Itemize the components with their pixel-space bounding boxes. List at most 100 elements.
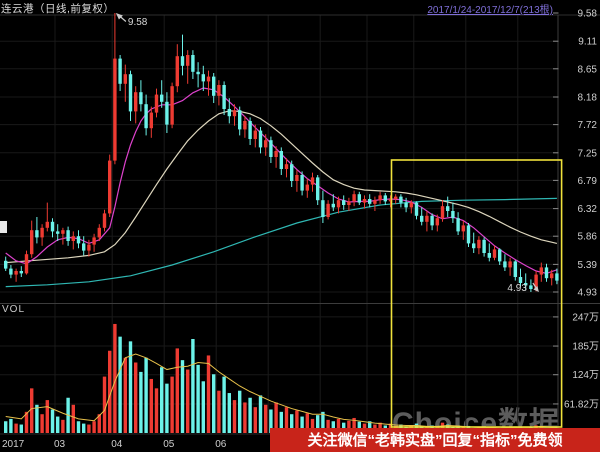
x-axis-label: 03 [54, 439, 66, 450]
candle-body [300, 175, 304, 191]
candle-body [492, 249, 497, 258]
chart-title: 连云港（日线,前复权） [1, 3, 115, 15]
volume-bar [284, 407, 289, 433]
candle-body [180, 56, 185, 66]
candle-body [160, 94, 164, 102]
volume-bar [357, 421, 361, 433]
price-axis-label: 6.79 [578, 176, 598, 187]
volume-bar [4, 421, 8, 433]
candle-body [196, 71, 200, 75]
volume-bar [160, 367, 164, 433]
volume-bar [108, 350, 112, 433]
price-axis-label: 5.86 [578, 232, 598, 243]
candle-body [555, 273, 559, 281]
volume-bar [295, 410, 299, 433]
volume-bar [149, 378, 153, 433]
volume-bar [342, 422, 346, 433]
candle-body [238, 110, 242, 130]
candle-body [19, 271, 23, 274]
volume-bar [165, 383, 169, 433]
candle-body [409, 202, 413, 208]
price-axis-label: 9.11 [578, 37, 597, 48]
x-axis-label: 04 [111, 439, 123, 450]
candle-body [149, 112, 153, 129]
candle-body [66, 230, 70, 241]
volume-bar [40, 414, 44, 433]
high-price-annotation: 9.58 [128, 17, 148, 28]
candle-body [24, 254, 29, 274]
volume-bar [35, 404, 39, 433]
volume-bar [30, 388, 34, 433]
volume-bar [232, 400, 237, 433]
pane-separators [0, 14, 600, 435]
volume-bar [253, 407, 257, 433]
candle-body [82, 243, 86, 251]
candle-body [482, 239, 486, 253]
volume-bar [217, 390, 221, 433]
volume-bar [113, 323, 117, 433]
candle-body [71, 236, 75, 241]
candle-body [123, 74, 127, 84]
candle-body [56, 231, 60, 234]
volume-bar [24, 411, 29, 433]
volume-bar [368, 421, 372, 433]
volume-bar [336, 418, 341, 433]
volume-bar [206, 355, 211, 433]
candle-body [503, 261, 507, 268]
candle-body [30, 230, 34, 255]
candle-body [253, 130, 257, 139]
candle-body [201, 74, 205, 82]
candle-body [368, 199, 372, 204]
volume-bar [175, 348, 179, 433]
volume-bar [331, 421, 335, 433]
volume-bar [19, 424, 23, 433]
candle-body [394, 196, 398, 199]
candle-body [466, 225, 471, 244]
volume-axis-label: 185万 [572, 342, 599, 353]
candle-body [461, 225, 465, 232]
highlight-box [390, 159, 563, 428]
volume-bar [123, 357, 127, 433]
candle-body [118, 58, 122, 84]
candle-body [472, 243, 476, 249]
candle-body [539, 267, 543, 275]
price-axis-label: 7.72 [578, 120, 598, 131]
volume-axis-label: 61.82万 [564, 399, 599, 410]
candle-body [102, 213, 107, 228]
price-axis-label: 8.65 [578, 64, 598, 75]
volume-bar [196, 364, 200, 433]
x-axis-label: 06 [215, 439, 227, 450]
candle-body [258, 130, 263, 148]
volume-bar [290, 414, 294, 433]
volume-bar [180, 360, 185, 433]
candle-body [414, 202, 419, 216]
candle-body [144, 104, 148, 129]
candle-body [550, 273, 554, 279]
volume-bar [258, 395, 263, 433]
volume-bar [14, 423, 18, 433]
candle-body [274, 151, 278, 157]
candle-body [206, 76, 211, 82]
candle-body [170, 86, 174, 125]
candle-body [440, 206, 445, 219]
volume-bar [45, 400, 49, 433]
candle-body [186, 55, 190, 66]
volume-bar [310, 418, 315, 433]
ma-mid-white [5, 110, 558, 264]
volume-bar [170, 376, 174, 433]
volume-bar [305, 413, 309, 433]
candle-body [222, 85, 226, 109]
candle-body [378, 195, 382, 201]
volume-bar [264, 404, 268, 433]
gridlines [0, 15, 558, 433]
x-axis-label: 2017 [2, 439, 25, 450]
candle-body [336, 200, 341, 208]
candle-body [513, 261, 517, 277]
candle-body [342, 200, 346, 205]
candle-body [113, 58, 117, 161]
axis-labels: 9.58 9.11 8.65 8.18 7.72 7.25 6.79 6.32 5.86 5.39… [2, 9, 599, 451]
date-range-label: 2017/1/24-2017/12/7(213根) [427, 5, 553, 16]
volume-bar [50, 409, 55, 433]
